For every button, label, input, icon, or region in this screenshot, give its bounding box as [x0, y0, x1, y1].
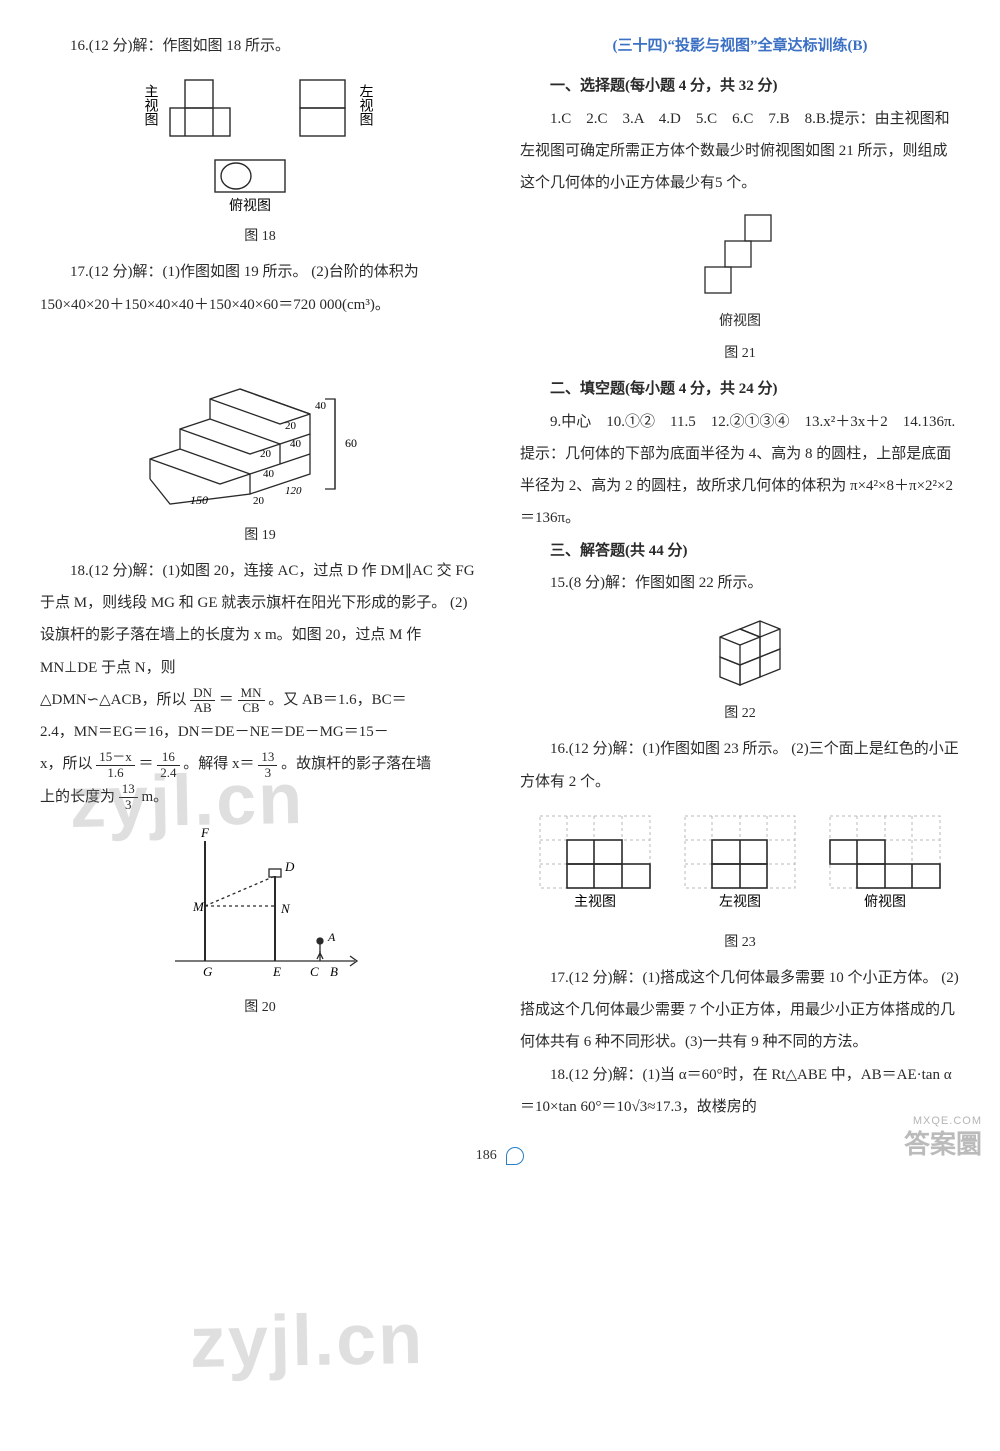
fig22-svg: [680, 607, 800, 697]
fig23-caption: 图 23: [520, 928, 960, 958]
q18-d-pre: x，所以: [40, 756, 96, 772]
page-number: 186: [476, 1148, 497, 1163]
dim-20c: 20: [260, 448, 272, 460]
q18-b-post: 。又 AB＝1.6，BC＝: [268, 692, 406, 708]
fig23-svg: 主视图 左视图 俯视图: [530, 806, 950, 926]
fig18-top-label: 俯视图: [229, 198, 271, 214]
fig20-caption: 图 20: [40, 993, 480, 1023]
fig18-main-label: 主视图: [143, 84, 159, 126]
q17-text: 17.(12 分)解：(1)作图如图 19 所示。 (2)台阶的体积为 150×…: [40, 256, 480, 321]
frac-dn-ab: DNAB: [190, 686, 215, 716]
fig23: 主视图 左视图 俯视图 图 23: [520, 806, 960, 958]
frac-13-3a: 133: [258, 750, 277, 780]
fig21-caption: 图 21: [520, 339, 960, 369]
corner-badge: 答案圜: [904, 1124, 982, 1161]
sec3-head: 三、解答题(共 44 分): [520, 535, 960, 567]
dim-120: 120: [285, 485, 302, 497]
q16-text: 16.(12 分)解：作图如图 18 所示。: [40, 30, 480, 62]
fig21: 俯视图 图 21: [520, 207, 960, 369]
lbl-N: N: [280, 901, 291, 916]
lbl-B: B: [330, 964, 338, 979]
fig18-svg: 主视图 左视图 俯视图: [130, 70, 390, 220]
lbl-F: F: [200, 825, 210, 840]
q18-e-pre: 上的长度为: [40, 789, 115, 805]
watermark-2: zyjl.cn: [189, 1298, 424, 1384]
fig21-svg: [685, 207, 795, 307]
swoosh-icon: [506, 1147, 524, 1165]
sec2-head: 二、填空题(每小题 4 分，共 24 分): [520, 373, 960, 405]
q18-d-post: 。故旗杆的影子落在墙: [281, 756, 431, 772]
q17r-text: 17.(12 分)解：(1)搭成这个几何体最多需要 10 个小正方体。 (2)搭…: [520, 962, 960, 1059]
frac-13-3b: 133: [119, 782, 138, 812]
sec2-ans: 9.中心 10.①② 11.5 12.②①③④ 13.x²＋3x＋2 14.13…: [520, 406, 960, 535]
lbl-A: A: [327, 930, 336, 944]
chapter-title: (三十四)“投影与视图”全章达标训练(B): [520, 30, 960, 62]
fig23-left: 左视图: [719, 894, 761, 910]
lbl-C: C: [310, 964, 319, 979]
q18-d-mid: 。解得 x＝: [183, 756, 254, 772]
frac-mn-cb: MNCB: [238, 686, 265, 716]
q18-a: 18.(12 分)解：(1)如图 20，连接 AC，过点 D 作 DM∥AC 交…: [40, 555, 480, 684]
frac-16-24: 162.4: [157, 750, 179, 780]
fig18-left-label: 左视图: [358, 84, 374, 126]
dim-40b: 40: [290, 438, 302, 450]
q18-b-pre: △DMN∽△ACB，所以: [40, 692, 190, 708]
q18-b: △DMN∽△ACB，所以 DNAB ＝ MNCB 。又 AB＝1.6，BC＝: [40, 684, 480, 716]
fig22: 图 22: [520, 607, 960, 729]
frac-15x: 15－x1.6: [96, 750, 135, 780]
q18-e-post: m。: [142, 789, 169, 805]
fig19-caption: 图 19: [40, 521, 480, 551]
fig18-caption: 图 18: [40, 222, 480, 252]
fig23-top: 俯视图: [864, 894, 906, 910]
dim-20b: 20: [285, 420, 297, 432]
fig19: 150 20 120 40 20 40 20 40 60 图 19: [40, 329, 480, 551]
q18-d: x，所以 15－x1.6 ＝ 162.4 。解得 x＝ 133 。故旗杆的影子落…: [40, 748, 480, 780]
sec1-ans: 1.C 2.C 3.A 4.D 5.C 6.C 7.B 8.B.提示：由主视图和…: [520, 103, 960, 200]
fig21-label: 俯视图: [520, 307, 960, 337]
page-number-row: 186: [0, 1143, 1000, 1175]
lbl-G: G: [203, 964, 213, 979]
dim-40a: 40: [315, 400, 327, 412]
dim-20a: 20: [253, 495, 265, 507]
lbl-D: D: [284, 859, 295, 874]
fig22-caption: 图 22: [520, 699, 960, 729]
eq1: ＝: [219, 692, 238, 708]
q18-e: 上的长度为 133 m。: [40, 781, 480, 813]
dim-60: 60: [345, 436, 357, 450]
fig20-svg: F D M N G E C B A: [145, 821, 375, 991]
eq2: ＝: [139, 756, 158, 772]
q15r-text: 15.(8 分)解：作图如图 22 所示。: [520, 567, 960, 599]
fig19-svg: 150 20 120 40 20 40 20 40 60: [110, 329, 410, 519]
dim-150: 150: [190, 493, 208, 507]
dim-40c: 40: [263, 468, 275, 480]
fig20: F D M N G E C B A 图 20: [40, 821, 480, 1023]
lbl-M: M: [192, 899, 205, 914]
lbl-E: E: [272, 964, 281, 979]
fig18: 主视图 左视图 俯视图 图 18: [40, 70, 480, 252]
q18r-text: 18.(12 分)解：(1)当 α＝60°时，在 Rt△ABE 中，AB＝AE·…: [520, 1059, 960, 1124]
sec1-head: 一、选择题(每小题 4 分，共 32 分): [520, 70, 960, 102]
fig23-main: 主视图: [574, 894, 616, 910]
q16r-text: 16.(12 分)解：(1)作图如图 23 所示。 (2)三个面上是红色的小正方…: [520, 733, 960, 798]
q18-c: 2.4，MN＝EG＝16，DN＝DE－NE＝DE－MG＝15－: [40, 716, 480, 748]
